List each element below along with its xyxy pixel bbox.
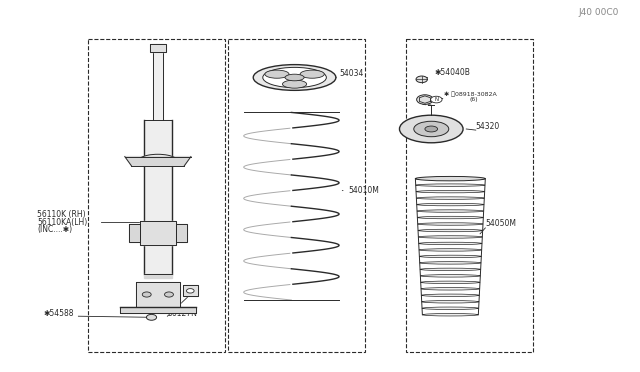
Circle shape bbox=[164, 292, 173, 297]
Ellipse shape bbox=[415, 176, 485, 181]
Text: 56110KA(LH): 56110KA(LH) bbox=[37, 218, 87, 227]
Circle shape bbox=[416, 76, 428, 83]
Ellipse shape bbox=[422, 314, 478, 316]
Polygon shape bbox=[125, 157, 191, 166]
Ellipse shape bbox=[417, 210, 484, 212]
Text: 56110K (RH): 56110K (RH) bbox=[37, 210, 86, 219]
Ellipse shape bbox=[417, 197, 484, 199]
Text: 54050M: 54050M bbox=[485, 219, 516, 228]
Ellipse shape bbox=[420, 262, 481, 264]
Text: 56127N: 56127N bbox=[168, 309, 197, 318]
Ellipse shape bbox=[421, 288, 479, 290]
Ellipse shape bbox=[419, 249, 482, 251]
Ellipse shape bbox=[282, 80, 307, 88]
Bar bbox=[406, 39, 533, 352]
Polygon shape bbox=[120, 307, 196, 313]
Ellipse shape bbox=[416, 190, 484, 193]
Ellipse shape bbox=[422, 301, 479, 303]
Ellipse shape bbox=[420, 275, 481, 277]
Polygon shape bbox=[183, 285, 198, 296]
Ellipse shape bbox=[416, 184, 485, 186]
Text: ✱54588: ✱54588 bbox=[44, 309, 74, 318]
Ellipse shape bbox=[419, 255, 481, 258]
Text: J40 00C0: J40 00C0 bbox=[579, 8, 619, 17]
Ellipse shape bbox=[263, 67, 326, 87]
Circle shape bbox=[417, 95, 433, 104]
Bar bbox=[228, 39, 365, 352]
Ellipse shape bbox=[422, 307, 479, 310]
Polygon shape bbox=[129, 224, 140, 242]
Text: ✱54040B: ✱54040B bbox=[435, 68, 470, 77]
Text: 54034: 54034 bbox=[336, 69, 364, 78]
Bar bbox=[88, 39, 225, 352]
Polygon shape bbox=[144, 120, 172, 274]
Polygon shape bbox=[144, 274, 172, 278]
Ellipse shape bbox=[417, 203, 484, 206]
Polygon shape bbox=[150, 44, 166, 52]
Circle shape bbox=[142, 292, 151, 297]
Ellipse shape bbox=[265, 70, 289, 78]
Polygon shape bbox=[140, 221, 175, 245]
Ellipse shape bbox=[419, 236, 483, 238]
Text: (6): (6) bbox=[469, 97, 478, 102]
Polygon shape bbox=[136, 282, 180, 307]
Ellipse shape bbox=[425, 126, 438, 132]
Text: (INC....✱): (INC....✱) bbox=[37, 225, 72, 234]
Text: 54010M: 54010M bbox=[342, 186, 380, 195]
Ellipse shape bbox=[418, 229, 483, 232]
Circle shape bbox=[186, 289, 194, 293]
Ellipse shape bbox=[285, 74, 304, 81]
Ellipse shape bbox=[399, 115, 463, 143]
Ellipse shape bbox=[415, 177, 485, 180]
Ellipse shape bbox=[418, 223, 483, 225]
Polygon shape bbox=[175, 224, 187, 242]
Text: ✱ ⓝ08918-3082A: ✱ ⓝ08918-3082A bbox=[444, 91, 497, 97]
Ellipse shape bbox=[417, 216, 483, 219]
Ellipse shape bbox=[253, 65, 336, 90]
Circle shape bbox=[431, 96, 442, 103]
Ellipse shape bbox=[420, 281, 480, 283]
Ellipse shape bbox=[420, 268, 481, 270]
Ellipse shape bbox=[414, 121, 449, 137]
Text: 54320: 54320 bbox=[476, 122, 500, 131]
Circle shape bbox=[147, 314, 157, 320]
Ellipse shape bbox=[300, 70, 324, 78]
Text: N: N bbox=[435, 97, 438, 102]
Polygon shape bbox=[153, 44, 163, 120]
Ellipse shape bbox=[421, 294, 479, 296]
Ellipse shape bbox=[419, 242, 482, 245]
